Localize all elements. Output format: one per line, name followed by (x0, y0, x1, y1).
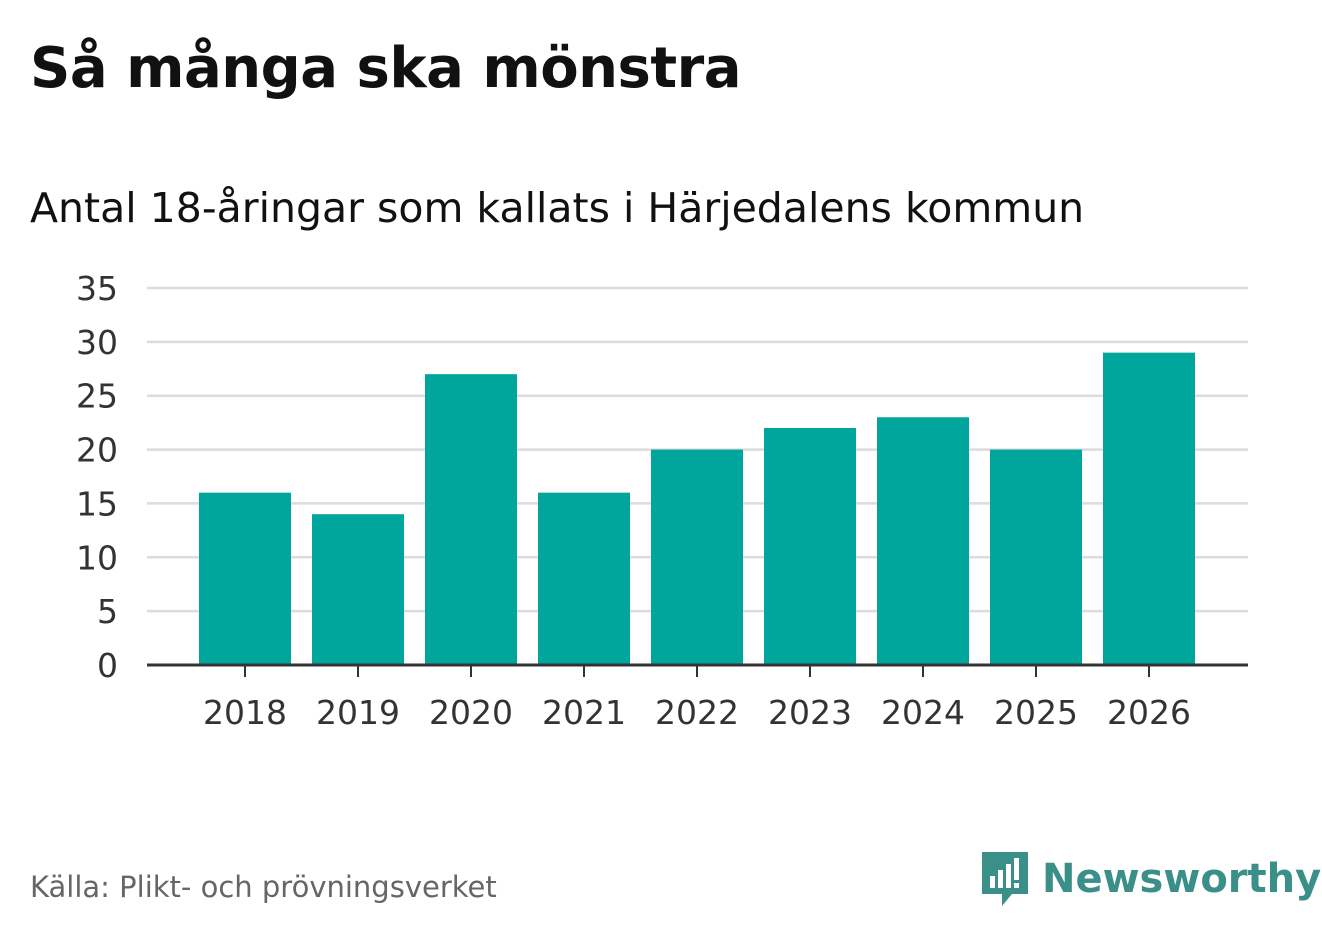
bar-2023 (764, 428, 856, 665)
newsworthy-logo-icon (982, 852, 1028, 906)
x-tick-label: 2022 (655, 693, 739, 732)
x-tick-label: 2023 (768, 693, 852, 732)
chart-subtitle: Antal 18-åringar som kallats i Härjedale… (30, 184, 1085, 232)
x-tick-label: 2019 (316, 693, 400, 732)
bar-2018 (199, 492, 291, 665)
chart-title: Så många ska mönstra (30, 36, 742, 101)
bar-2024 (877, 417, 969, 665)
bar-2021 (538, 492, 630, 665)
y-tick-label: 25 (76, 377, 118, 416)
y-tick-label: 35 (76, 269, 118, 308)
bar-2019 (312, 514, 404, 665)
y-tick-labels: 0 5 10 15 20 25 30 35 (76, 269, 118, 685)
x-tick-labels: 2018 2019 2020 2021 2022 2023 2024 2025 2026 (203, 693, 1191, 732)
y-tick-label: 30 (76, 323, 118, 362)
bar-2026 (1103, 352, 1195, 665)
source-note: Källa: Plikt- och prövningsverket (30, 870, 497, 904)
x-tick-label: 2026 (1107, 693, 1191, 732)
x-tick-label: 2020 (429, 693, 513, 732)
x-tick-label: 2018 (203, 693, 287, 732)
y-tick-label: 5 (97, 592, 118, 631)
y-tick-label: 20 (76, 431, 118, 470)
bar-2020 (425, 374, 517, 665)
bar-2022 (651, 449, 743, 665)
brand-logo: Newsworthy (980, 850, 1321, 908)
y-tick-label: 10 (76, 538, 118, 577)
x-tick-label: 2021 (542, 693, 626, 732)
x-tick-label: 2025 (994, 693, 1078, 732)
y-tick-label: 15 (76, 484, 118, 523)
brand-name: Newsworthy (1042, 856, 1322, 902)
bar-2025 (990, 449, 1082, 665)
bars (199, 352, 1195, 665)
x-tick-label: 2024 (881, 693, 965, 732)
x-axis (147, 663, 1248, 677)
y-tick-label: 0 (97, 646, 118, 685)
